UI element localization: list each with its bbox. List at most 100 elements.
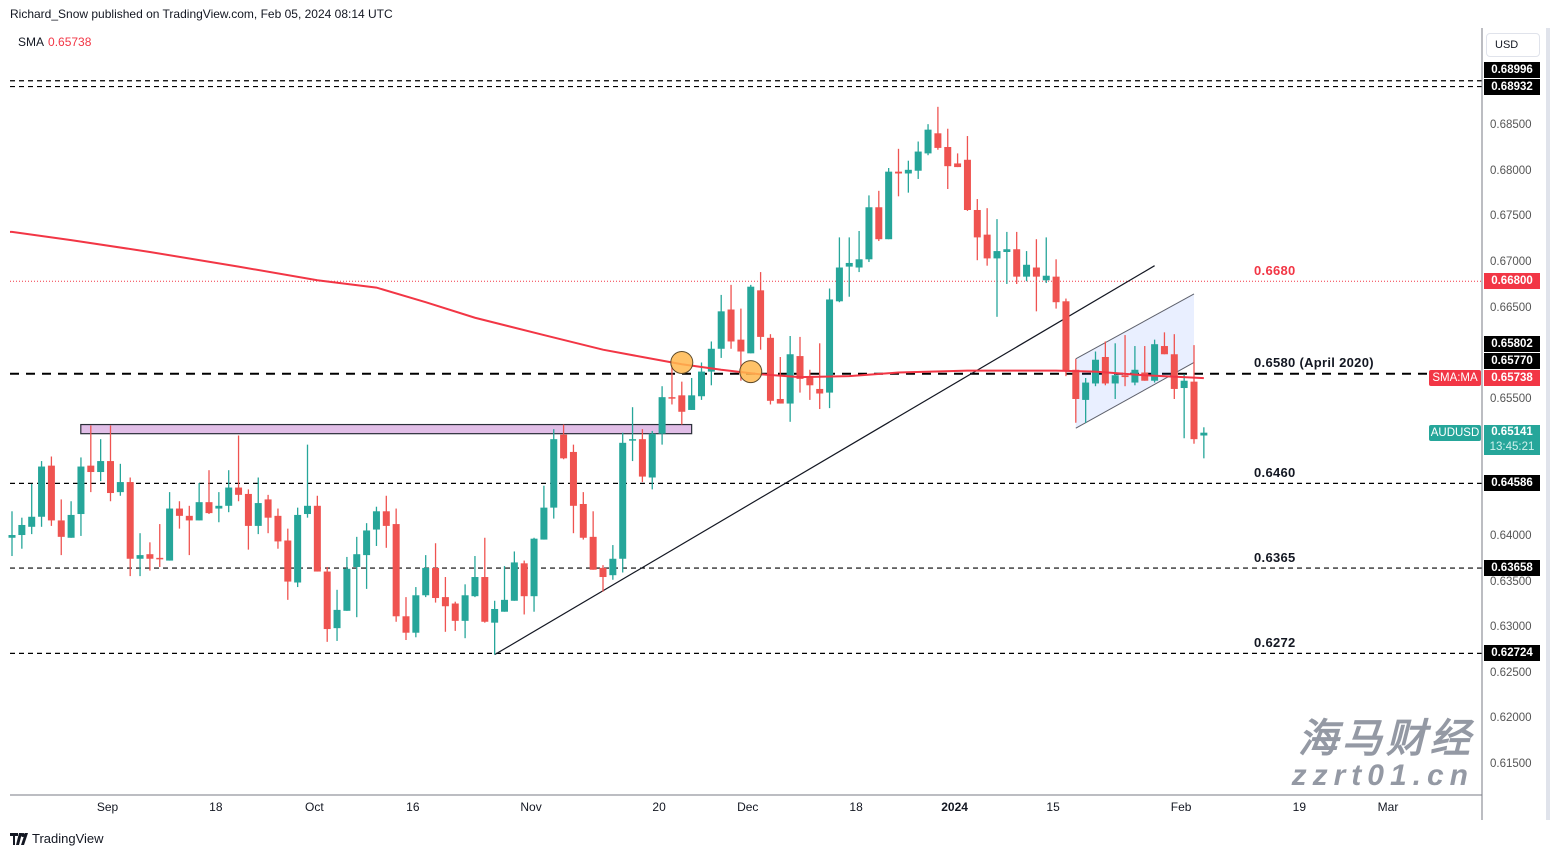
price-tick: 0.65500 <box>1490 392 1532 405</box>
candle-body <box>1082 382 1090 400</box>
candle <box>1032 239 1040 312</box>
candle-body <box>629 439 637 441</box>
candle <box>589 511 597 570</box>
trendline <box>494 265 1155 656</box>
candle-body <box>530 538 538 597</box>
circle-marker <box>670 350 694 374</box>
candle <box>175 501 183 529</box>
price-tick: 0.67500 <box>1490 210 1532 223</box>
candle-body <box>579 503 587 538</box>
time-tick: 20 <box>652 800 666 814</box>
tradingview-logo[interactable]: TradingView <box>10 831 104 846</box>
candle-body <box>993 251 1001 259</box>
candle <box>560 424 568 460</box>
candles <box>8 106 1208 655</box>
zone-rect <box>80 423 693 435</box>
candle-body <box>599 567 607 578</box>
candle <box>77 457 85 536</box>
price-tick: 0.66500 <box>1490 301 1532 314</box>
candle-body <box>57 520 65 537</box>
candle <box>304 444 311 518</box>
sma-legend[interactable]: SMA 0.65738 <box>18 35 91 49</box>
candle-body <box>766 337 774 401</box>
candle-body <box>855 259 863 268</box>
candle <box>973 199 981 261</box>
candle <box>826 288 834 409</box>
resistance-zone <box>80 423 693 435</box>
candle <box>983 208 991 266</box>
candle-body <box>638 439 646 477</box>
price-marker: 0.68932 <box>1484 79 1540 95</box>
candle <box>688 377 696 410</box>
candle-body <box>1052 276 1060 303</box>
candle <box>629 407 637 462</box>
candle-body <box>67 514 75 538</box>
candle-body <box>244 493 252 526</box>
candle <box>1131 346 1139 386</box>
candle <box>717 294 725 358</box>
sma-path <box>10 230 1204 380</box>
candle <box>382 495 390 548</box>
candle-body <box>668 397 676 399</box>
candle <box>855 230 863 273</box>
candle <box>885 167 893 240</box>
candle <box>569 444 577 534</box>
candle-body <box>284 540 292 582</box>
candle-body <box>1190 381 1198 440</box>
time-tick: 18 <box>849 800 863 814</box>
candle-body <box>156 557 164 560</box>
series-tag: SMA:MA <box>1429 370 1481 386</box>
circle-marker <box>739 360 763 384</box>
candle <box>638 429 646 483</box>
candle-body <box>254 503 262 526</box>
candle <box>333 589 341 641</box>
candle <box>1003 231 1011 284</box>
candle-body <box>77 466 85 515</box>
candle-body <box>205 502 213 514</box>
candle <box>727 284 735 349</box>
candle-body <box>550 439 558 508</box>
candle <box>1082 377 1090 423</box>
candle <box>648 430 656 490</box>
candle <box>491 600 499 655</box>
candle <box>185 505 193 556</box>
candle-body <box>1180 380 1188 389</box>
time-tick: Dec <box>737 800 759 814</box>
candle-body <box>648 433 656 478</box>
candle-body <box>914 151 922 171</box>
candle <box>205 470 213 515</box>
trendline-line <box>494 265 1155 656</box>
candle-body <box>146 554 154 559</box>
candle <box>1042 237 1050 284</box>
candle-body <box>895 171 902 174</box>
candle-body <box>520 563 528 597</box>
price-tick: 0.61500 <box>1490 758 1532 771</box>
horizontal-lines <box>10 80 1482 654</box>
candle-body <box>816 388 824 394</box>
candle-body <box>116 482 124 493</box>
candle-body <box>126 482 134 559</box>
candle-body <box>166 508 174 561</box>
sma-legend-value: 0.65738 <box>48 35 92 49</box>
candle-body <box>18 524 26 536</box>
candle-body <box>826 299 834 393</box>
candle <box>786 335 794 422</box>
candle-body <box>372 511 380 530</box>
candle <box>904 160 912 193</box>
candle-body <box>510 562 518 601</box>
watermark: 海马财经 zzrt01.cn <box>1292 718 1474 792</box>
candle-body <box>333 609 341 629</box>
candle-body <box>215 505 223 509</box>
currency-button[interactable]: USD <box>1486 33 1540 57</box>
candle <box>619 432 627 573</box>
time-tick: Sep <box>96 800 119 814</box>
candle-body <box>717 311 725 349</box>
price-marker: 0.65802 <box>1484 336 1540 352</box>
candle <box>136 533 144 577</box>
candle <box>510 551 518 601</box>
candle <box>343 556 351 611</box>
candle <box>766 334 774 405</box>
candle-body <box>28 516 36 527</box>
candle-body <box>698 371 705 397</box>
